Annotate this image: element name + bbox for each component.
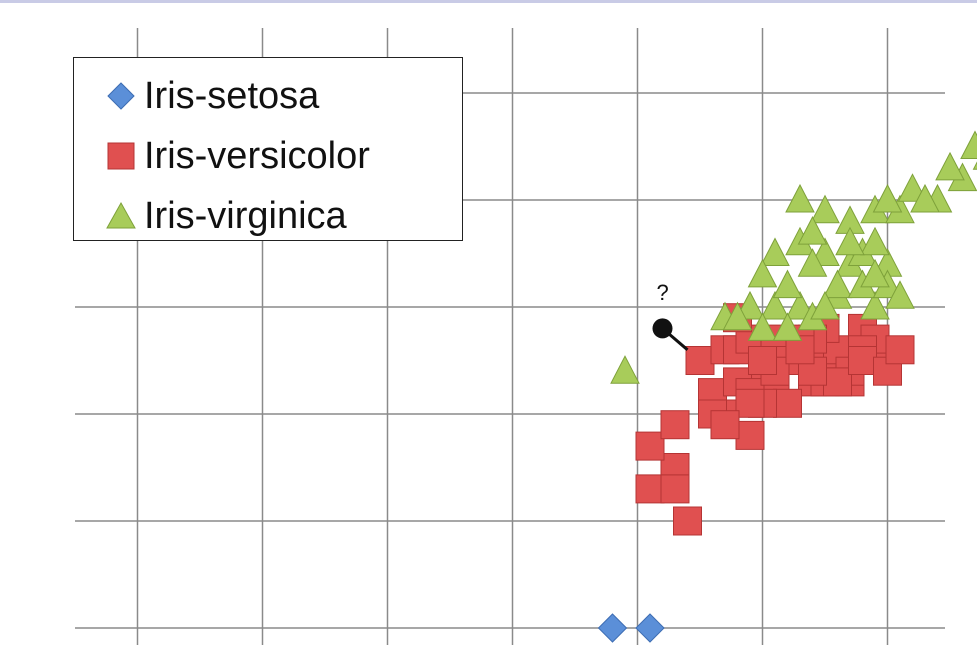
square-point-1-5 — [660, 474, 690, 504]
triangle-point-2-33 — [872, 183, 903, 213]
diamond-point-0-0 — [597, 613, 628, 643]
triangle-point-2-41 — [797, 216, 828, 245]
legend-label: Iris-virginica — [144, 195, 347, 237]
triangle-point-2-9 — [722, 301, 753, 331]
square-point-1-40 — [848, 346, 877, 375]
triangle-icon — [104, 199, 138, 233]
legend-item-virginica: Iris-virginica — [74, 186, 462, 246]
data-points — [597, 130, 977, 643]
legend-label: Iris-setosa — [144, 75, 320, 117]
triangle-point-2-23 — [822, 269, 853, 299]
triangle-point-2-29 — [972, 161, 977, 170]
annotations — [652, 318, 689, 351]
square-point-1-35 — [823, 367, 852, 397]
triangle-point-2-40 — [747, 258, 778, 288]
legend-item-setosa: Iris-setosa — [74, 66, 462, 126]
triangle-point-2-35 — [772, 269, 803, 299]
square-point-1-3 — [635, 431, 665, 461]
triangle-point-2-30 — [935, 151, 965, 181]
square-point-1-0 — [635, 474, 665, 504]
triangle-point-2-5 — [747, 312, 778, 341]
triangle-point-2-31 — [960, 130, 977, 159]
square-icon — [104, 139, 138, 173]
legend: Iris-setosa Iris-versicolor Iris-virgini… — [73, 57, 463, 241]
square-point-1-14 — [735, 420, 765, 450]
triangle-point-2-17 — [860, 226, 890, 256]
square-point-1-46 — [748, 346, 777, 375]
diamond-icon — [104, 79, 138, 113]
unknown-point-label: ? — [656, 280, 669, 306]
triangle-point-2-22 — [785, 183, 815, 213]
triangle-point-2-8 — [860, 290, 890, 320]
diamond-point-0-1 — [635, 613, 665, 643]
legend-item-versicolor: Iris-versicolor — [74, 126, 462, 186]
square-point-1-1 — [673, 506, 702, 536]
triangle-point-2-34 — [797, 248, 828, 277]
square-point-1-48 — [885, 335, 915, 365]
triangle-point-2-37 — [835, 226, 865, 256]
triangle-point-2-18 — [810, 194, 840, 224]
square-point-1-42 — [735, 388, 765, 418]
triangle-point-2-11 — [760, 237, 790, 266]
square-point-1-7 — [685, 346, 715, 375]
legend-label: Iris-versicolor — [144, 135, 370, 177]
square-point-1-21 — [773, 388, 802, 418]
triangle-point-2-10 — [772, 312, 803, 341]
triangle-point-2-38 — [860, 258, 890, 288]
triangle-point-2-36 — [810, 290, 840, 320]
triangle-point-2-32 — [910, 183, 940, 213]
square-point-1-4 — [660, 410, 690, 440]
top-rule — [0, 0, 977, 3]
triangle-point-2-39 — [885, 280, 915, 309]
triangle-point-2-0 — [610, 355, 640, 384]
unknown-point — [652, 318, 673, 339]
square-point-1-44 — [710, 410, 740, 440]
triangle-point-2-3 — [760, 290, 790, 320]
